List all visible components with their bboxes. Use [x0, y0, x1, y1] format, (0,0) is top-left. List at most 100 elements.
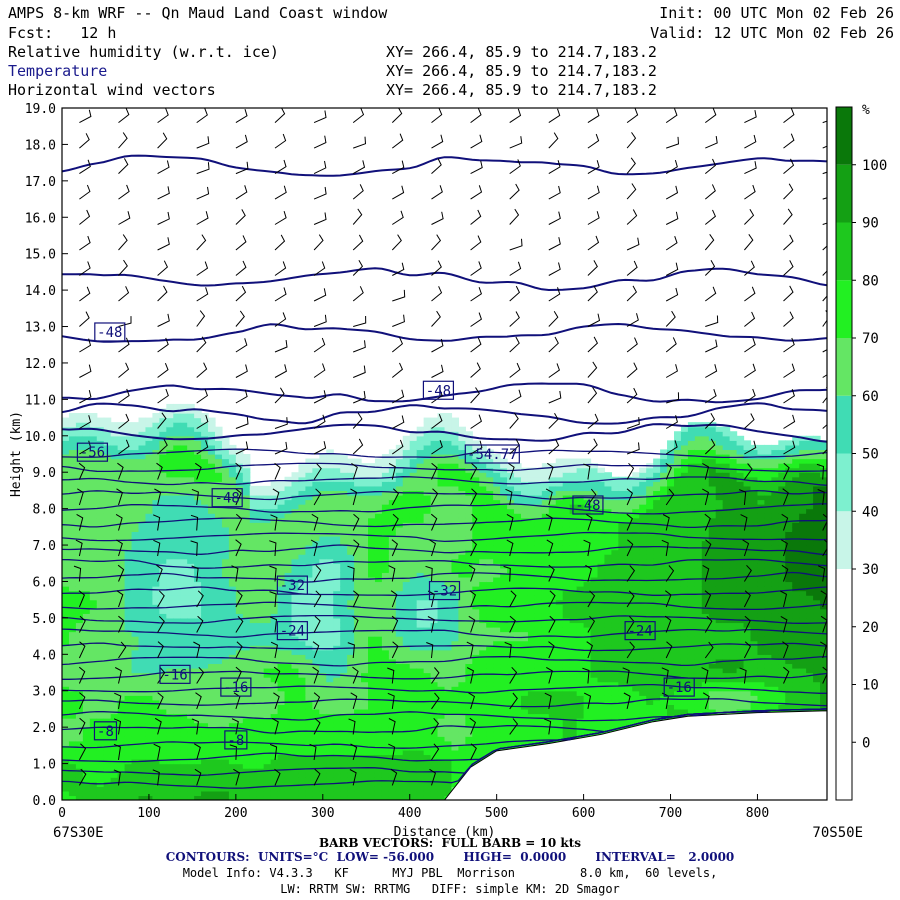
rh-cell — [208, 535, 216, 542]
rh-cell — [402, 449, 411, 455]
rh-cell — [235, 454, 244, 460]
rh-cell — [465, 586, 473, 592]
rh-cell — [249, 540, 258, 546]
rh-cell — [138, 485, 147, 492]
rh-cell — [110, 517, 119, 523]
rh-cell — [173, 576, 181, 583]
rh-cell — [152, 563, 160, 569]
rh-cell — [138, 613, 147, 619]
rh-cell — [291, 576, 300, 583]
rh-cell — [82, 749, 91, 756]
rh-cell — [103, 654, 112, 660]
rh-cell — [395, 727, 404, 733]
rh-cell — [395, 526, 404, 532]
rh-cell — [138, 749, 147, 756]
rh-cell — [305, 622, 313, 628]
rh-cell — [208, 654, 216, 660]
rh-cell — [221, 718, 230, 724]
rh-cell — [228, 713, 237, 719]
rh-cell — [201, 754, 209, 760]
rh-cell — [416, 754, 425, 760]
rh-cell — [305, 576, 313, 583]
rh-cell — [354, 745, 362, 751]
rh-cell — [395, 677, 404, 683]
rh-cell — [124, 704, 133, 710]
rh-cell — [180, 526, 188, 532]
rh-cell — [284, 517, 293, 523]
rh-cell — [319, 640, 327, 646]
rh-cell — [117, 581, 126, 587]
rh-cell — [82, 654, 91, 660]
rh-cell — [312, 763, 320, 769]
rh-cell — [68, 595, 77, 601]
rh-cell — [201, 526, 209, 532]
rh-cell — [284, 704, 293, 710]
rh-cell — [131, 736, 140, 742]
rh-cell — [110, 440, 119, 446]
rh-cell — [110, 613, 119, 619]
rh-cell — [458, 636, 466, 642]
rh-cell — [62, 672, 70, 678]
rh-cell — [409, 781, 418, 787]
rh-cell — [131, 526, 140, 532]
rh-cell — [458, 649, 466, 655]
rh-cell — [138, 472, 147, 478]
rh-cell — [96, 576, 105, 583]
rh-cell — [75, 713, 84, 719]
rh-cell — [62, 686, 70, 692]
rh-cell — [395, 722, 404, 728]
rh-cell — [444, 631, 453, 637]
rh-cell — [374, 681, 383, 687]
rh-cell — [159, 649, 167, 655]
rh-cell — [145, 440, 154, 446]
rh-cell — [374, 613, 383, 619]
rh-cell — [305, 640, 313, 646]
rh-cell — [423, 649, 432, 655]
rh-cell — [347, 695, 355, 701]
rh-cell — [319, 595, 327, 601]
rh-cell — [381, 481, 390, 487]
rh-cell — [319, 731, 327, 737]
rh-cell — [228, 558, 237, 564]
rh-cell — [82, 554, 91, 560]
rh-cell — [319, 563, 327, 569]
rh-cell — [430, 581, 439, 587]
rh-cell — [228, 586, 237, 592]
rh-cell — [458, 476, 466, 482]
rh-cell — [319, 617, 327, 624]
rh-cell — [479, 677, 487, 683]
rh-cell — [235, 749, 244, 756]
rh-cell — [62, 508, 70, 514]
rh-cell — [82, 540, 91, 546]
rh-cell — [381, 476, 390, 482]
rh-cell — [89, 754, 98, 760]
rh-cell — [312, 795, 320, 800]
rh-cell — [82, 586, 91, 592]
rh-cell — [138, 599, 147, 605]
rh-cell — [465, 736, 473, 742]
rh-cell — [249, 490, 258, 496]
rh-cell — [374, 640, 383, 646]
rh-cell — [215, 572, 223, 578]
rh-cell — [152, 617, 160, 624]
rh-cell — [444, 786, 453, 792]
rh-cell — [284, 654, 293, 660]
rh-cell — [145, 790, 154, 797]
rh-cell — [319, 535, 327, 542]
rh-cell — [458, 440, 466, 446]
rh-cell — [263, 790, 272, 797]
rh-cell — [416, 599, 425, 605]
rh-cell — [277, 545, 286, 551]
rh-cell — [333, 667, 341, 674]
rh-cell — [180, 636, 188, 642]
rh-cell — [437, 449, 446, 455]
rh-cell — [62, 631, 70, 637]
rh-cell — [465, 454, 473, 460]
rh-cell — [472, 704, 480, 710]
rh-cell — [110, 563, 119, 569]
rh-cell — [180, 790, 188, 797]
rh-cell — [228, 704, 237, 710]
rh-cell — [62, 736, 70, 742]
rh-cell — [187, 490, 195, 496]
rh-cell — [340, 768, 348, 774]
